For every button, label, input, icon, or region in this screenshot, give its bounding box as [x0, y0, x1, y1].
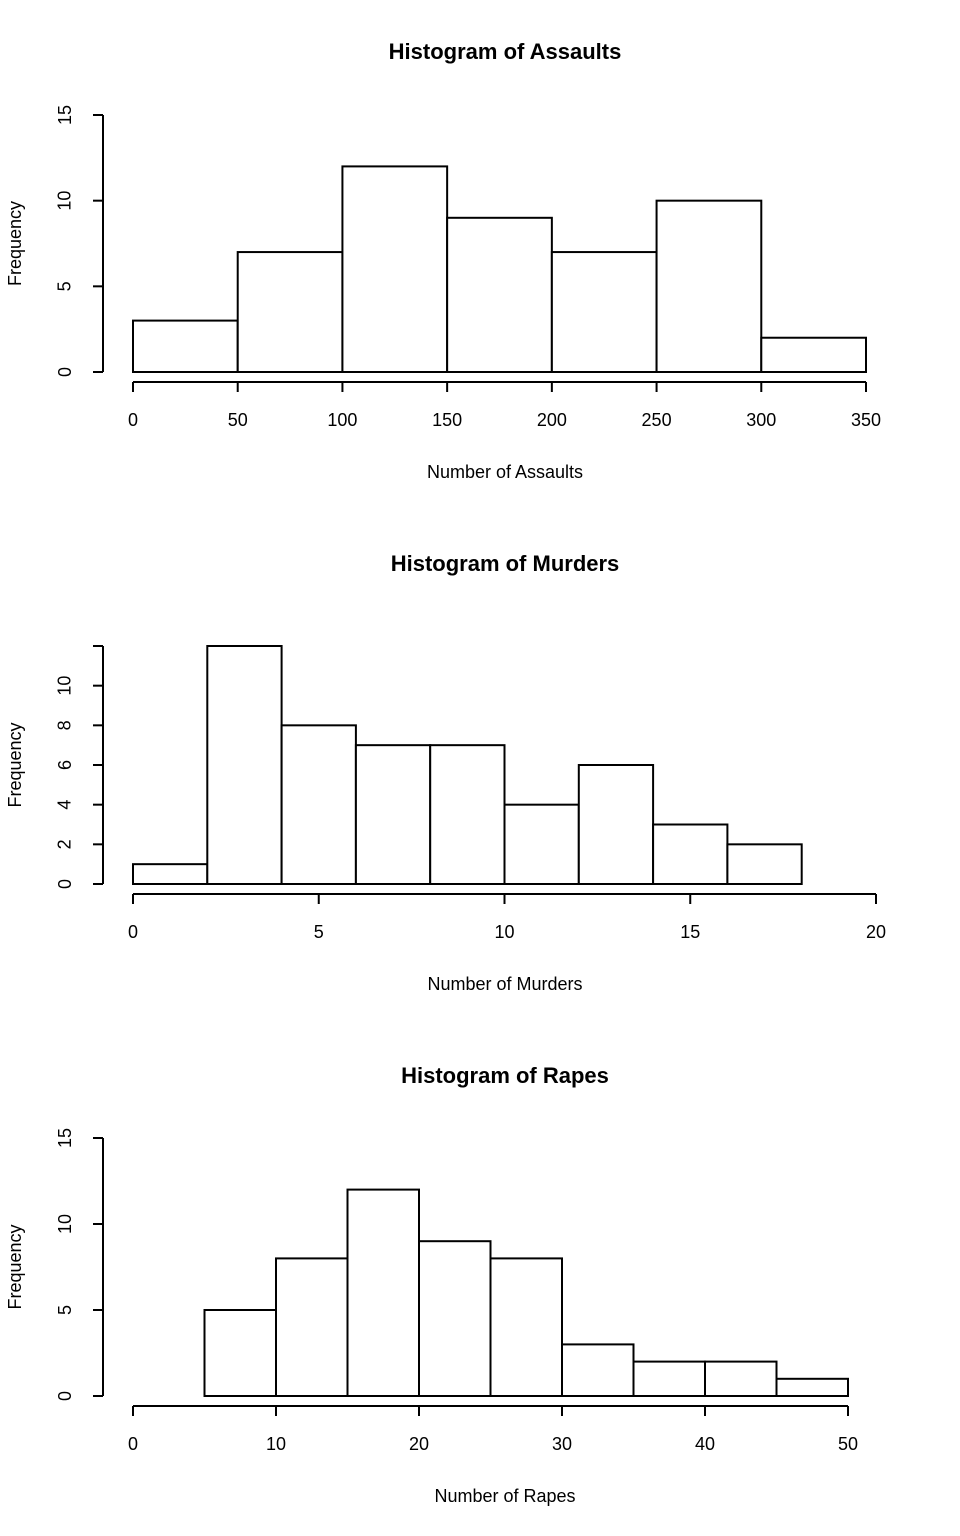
bar: [236, 251, 344, 373]
chart-title: Histogram of Assaults: [389, 39, 622, 64]
y-tick-label: 5: [55, 281, 75, 291]
bar: [446, 216, 553, 373]
x-tick-label: 20: [866, 922, 886, 942]
y-axis-label: Frequency: [5, 722, 25, 807]
bar: [632, 1360, 706, 1397]
x-axis-label: Number of Murders: [427, 974, 582, 994]
y-tick-label: 4: [55, 800, 75, 810]
x-tick-label: 50: [228, 410, 248, 430]
bar: [652, 823, 729, 885]
y-tick-label: 8: [55, 720, 75, 730]
y-tick-label: 10: [55, 191, 75, 211]
bar: [280, 724, 357, 885]
x-tick-label: 15: [680, 922, 700, 942]
y-axis-label: Frequency: [5, 201, 25, 286]
x-tick-label: 0: [128, 922, 138, 942]
x-tick-label: 200: [537, 410, 567, 430]
bar: [132, 319, 239, 374]
bar: [503, 803, 580, 886]
bar: [418, 1240, 492, 1397]
x-tick-label: 350: [851, 410, 881, 430]
x-tick-label: 50: [838, 1434, 858, 1454]
bar: [341, 165, 449, 373]
x-axis-label: Number of Assaults: [427, 462, 583, 482]
bar: [489, 1257, 563, 1398]
y-tick-label: 15: [55, 105, 75, 125]
bar: [726, 843, 803, 885]
x-tick-label: 10: [494, 922, 514, 942]
y-tick-label: 0: [55, 1391, 75, 1401]
bar: [203, 1309, 277, 1397]
y-tick-label: 0: [55, 879, 75, 889]
chart-title: Histogram of Murders: [391, 551, 620, 576]
bar: [775, 1377, 849, 1398]
x-tick-label: 40: [695, 1434, 715, 1454]
y-axis-label: Frequency: [5, 1224, 25, 1309]
y-tick-label: 5: [55, 1305, 75, 1315]
x-tick-label: 300: [746, 410, 776, 430]
bar: [346, 1188, 420, 1397]
bar: [577, 764, 655, 885]
y-tick-label: 10: [55, 1214, 75, 1234]
y-tick-label: 0: [55, 367, 75, 377]
x-tick-label: 250: [642, 410, 672, 430]
bar: [429, 744, 506, 886]
x-tick-label: 30: [552, 1434, 572, 1454]
bar: [760, 336, 867, 374]
bar: [206, 645, 283, 885]
x-tick-label: 100: [327, 410, 357, 430]
x-tick-label: 0: [128, 410, 138, 430]
bar: [655, 199, 763, 373]
x-tick-label: 5: [314, 922, 324, 942]
bar: [275, 1257, 349, 1398]
x-tick-label: 10: [266, 1434, 286, 1454]
chart-title: Histogram of Rapes: [401, 1063, 609, 1088]
x-tick-label: 20: [409, 1434, 429, 1454]
bar: [550, 251, 658, 373]
y-tick-label: 6: [55, 760, 75, 770]
bar: [132, 863, 209, 886]
bar: [354, 744, 432, 886]
y-tick-label: 15: [55, 1128, 75, 1148]
bar: [704, 1360, 778, 1397]
x-tick-label: 0: [128, 1434, 138, 1454]
y-tick-label: 2: [55, 839, 75, 849]
x-tick-label: 150: [432, 410, 462, 430]
x-axis-label: Number of Rapes: [434, 1486, 575, 1506]
bar: [561, 1343, 635, 1398]
y-tick-label: 10: [55, 676, 75, 696]
